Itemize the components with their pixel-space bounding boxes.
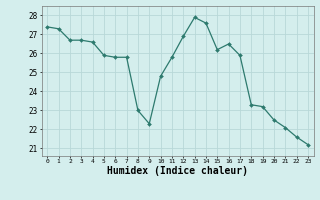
X-axis label: Humidex (Indice chaleur): Humidex (Indice chaleur) — [107, 166, 248, 176]
